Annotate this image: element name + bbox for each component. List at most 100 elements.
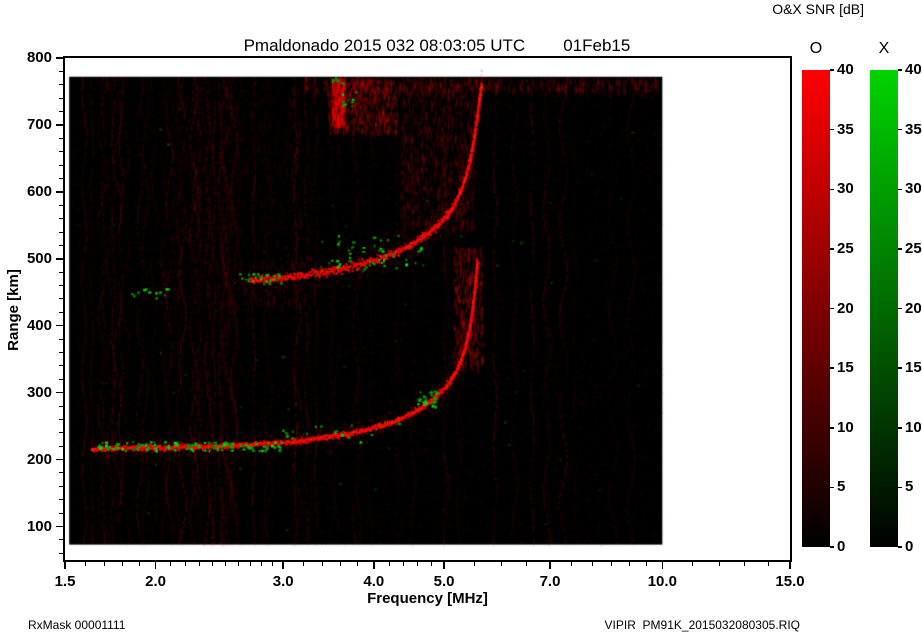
colorbar-tick [830, 546, 834, 548]
colorbar-tick [830, 69, 834, 71]
y-minor-tick [59, 111, 63, 113]
colorbar-tick [898, 128, 902, 131]
y-minor-tick [59, 472, 63, 474]
colorbar-tick-label: 5 [905, 478, 914, 496]
x-minor-tick [691, 562, 693, 566]
x-minor-tick [199, 562, 201, 566]
y-minor-tick [59, 298, 63, 300]
source-file-text: VIPIR PM91K_2015032080305.RIQ [604, 618, 800, 632]
y-minor-tick [59, 352, 63, 353]
colorbar-tick [898, 188, 902, 190]
colorbar-tick-label: 20 [837, 299, 854, 317]
y-minor-tick [59, 285, 63, 287]
x-minor-tick [430, 562, 432, 566]
x-minor-tick [719, 562, 721, 566]
colorbar-tick-label: 15 [837, 359, 854, 377]
y-major-tick [56, 391, 63, 394]
y-tick-label: 700 [26, 115, 52, 133]
x-minor-tick [249, 562, 251, 566]
colorbar-tick [830, 248, 834, 250]
y-major-tick [56, 525, 63, 528]
y-tick-label: 200 [26, 450, 52, 468]
colorbar-tick-label: 30 [837, 180, 854, 198]
y-tick-label: 400 [26, 316, 52, 334]
x-minor-tick [170, 562, 172, 566]
x-minor-tick [357, 562, 359, 566]
colorbar-tick-label: 10 [837, 418, 854, 436]
x-minor-tick [303, 562, 305, 566]
colorbar-title: O&X SNR [dB] [772, 1, 864, 17]
x-tick-label: 3.0 [272, 573, 294, 590]
colorbar-tick-label: 25 [905, 239, 922, 257]
colorbar-tick [898, 248, 902, 250]
plot-title: Pmaldonado 2015 032 08:03:05 UTC 01Feb15 [65, 16, 790, 76]
y-minor-tick [59, 70, 63, 72]
colorbar-o-header: O [809, 40, 823, 57]
y-minor-tick [59, 378, 63, 380]
y-tick-label: 600 [26, 182, 52, 200]
colorbar-tick-label: 40 [905, 61, 922, 78]
x-minor-tick [571, 562, 573, 566]
colorbar-tick [830, 367, 834, 369]
x-major-tick [282, 562, 284, 569]
colorbar-tick [830, 427, 834, 429]
x-minor-tick [84, 562, 86, 566]
colorbar-tick-label: 0 [905, 538, 914, 555]
plot-area [63, 56, 792, 562]
y-major-tick [56, 324, 63, 327]
y-minor-tick [59, 231, 63, 233]
y-minor-tick [59, 338, 63, 340]
y-minor-tick [59, 244, 63, 246]
x-minor-tick [212, 562, 214, 566]
x-minor-tick [272, 562, 274, 566]
y-minor-tick [59, 311, 63, 313]
colorbar-o-gradient [802, 70, 830, 547]
x-minor-tick [417, 562, 419, 566]
colorbar-tick [898, 486, 902, 489]
x-tick-label: 5.0 [433, 573, 455, 590]
y-minor-tick [59, 97, 63, 99]
x-minor-tick [388, 562, 390, 566]
colorbar-tick-label: 40 [837, 61, 854, 78]
x-minor-tick [610, 562, 612, 566]
colorbar-tick [830, 307, 834, 310]
x-minor-tick [340, 562, 342, 566]
y-minor-tick [59, 418, 63, 420]
y-minor-tick [59, 552, 63, 554]
y-minor-tick [59, 485, 63, 487]
y-minor-tick [59, 405, 63, 407]
x-minor-tick [500, 562, 502, 566]
x-minor-tick [591, 562, 593, 566]
colorbar-tick [830, 128, 834, 131]
rxmask-text: RxMask 00001111 [28, 618, 126, 632]
x-minor-tick [473, 562, 475, 566]
colorbar-tick [898, 69, 902, 71]
x-minor-tick [138, 562, 140, 566]
x-tick-label: 1.5 [54, 573, 76, 590]
y-minor-tick [59, 499, 63, 501]
colorbar-tick-label: 25 [837, 239, 854, 257]
x-axis-label: Frequency [MHz] [367, 590, 488, 607]
x-major-tick [154, 562, 157, 569]
x-major-tick [549, 562, 551, 569]
colorbar-tick [830, 188, 834, 190]
x-tick-label: 2.0 [145, 573, 166, 590]
x-tick-label: 10.0 [647, 573, 677, 590]
colorbar-tick-label: 30 [905, 180, 922, 198]
y-minor-tick [59, 539, 63, 541]
x-minor-tick [645, 562, 647, 566]
y-minor-tick [59, 218, 63, 220]
x-minor-tick [526, 562, 528, 566]
y-tick-label: 800 [26, 49, 52, 66]
y-minor-tick [59, 164, 63, 166]
x-minor-tick [225, 562, 227, 566]
colorbar-tick-label: 15 [905, 359, 922, 377]
x-major-tick [373, 562, 375, 569]
y-minor-tick [59, 365, 63, 367]
y-major-tick [56, 124, 63, 126]
x-minor-tick [185, 562, 187, 566]
x-major-tick [789, 562, 791, 569]
colorbar-tick [830, 486, 834, 489]
colorbar-tick-label: 20 [905, 299, 922, 317]
